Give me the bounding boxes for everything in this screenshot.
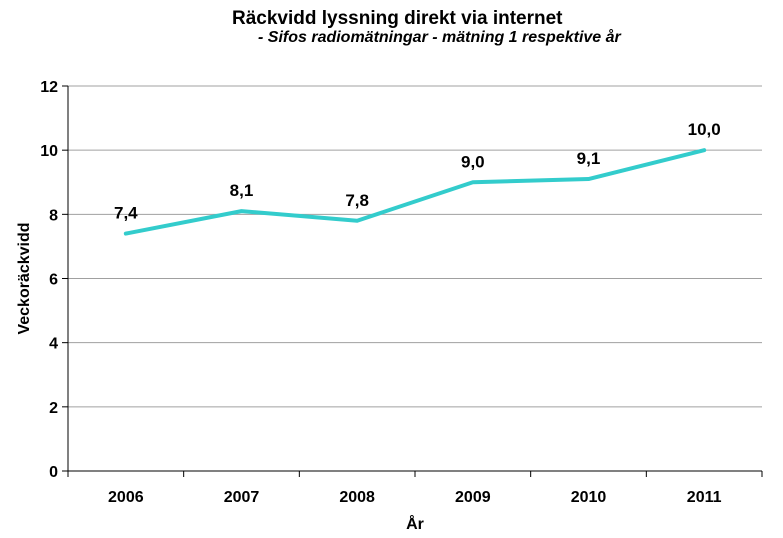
y-tick-label: 6 xyxy=(49,272,58,289)
x-tick-label: 2009 xyxy=(455,489,491,506)
axes xyxy=(62,85,763,477)
data-label: 9,0 xyxy=(461,152,485,171)
y-axis-label: Veckoräckvidd xyxy=(16,222,33,334)
x-tick-label: 2010 xyxy=(571,489,607,506)
series-line xyxy=(123,148,707,236)
x-tick-label: 2007 xyxy=(224,489,260,506)
data-labels: 7,4 8,1 7,8 9,0 9,1 10,0 xyxy=(114,120,721,222)
chart-subtitle: - Sifos radiomätningar - mätning 1 respe… xyxy=(258,29,621,46)
x-tick-label: 2011 xyxy=(687,489,722,506)
gridlines xyxy=(68,85,762,408)
y-tick-label: 10 xyxy=(40,143,58,160)
x-tick-label: 2008 xyxy=(339,489,375,506)
chart-title: Räckvidd lyssning direkt via internet xyxy=(232,8,563,29)
data-label: 9,1 xyxy=(577,149,601,168)
data-label: 7,8 xyxy=(345,191,369,210)
y-tick-labels: 0 2 4 6 8 10 12 xyxy=(40,79,58,481)
y-tick-label: 8 xyxy=(49,207,58,224)
x-tick-labels: 2006 2007 2008 2009 2010 2011 xyxy=(108,489,722,506)
x-tick-label: 2006 xyxy=(108,489,144,506)
data-label: 10,0 xyxy=(688,120,721,139)
data-label: 7,4 xyxy=(114,204,138,223)
y-tick-label: 0 xyxy=(49,464,58,481)
y-tick-label: 12 xyxy=(40,79,58,96)
data-label: 8,1 xyxy=(230,181,254,200)
series-group xyxy=(123,148,707,236)
x-axis-label: År xyxy=(406,514,424,533)
y-tick-label: 4 xyxy=(49,336,58,353)
y-tick-label: 2 xyxy=(49,400,58,417)
